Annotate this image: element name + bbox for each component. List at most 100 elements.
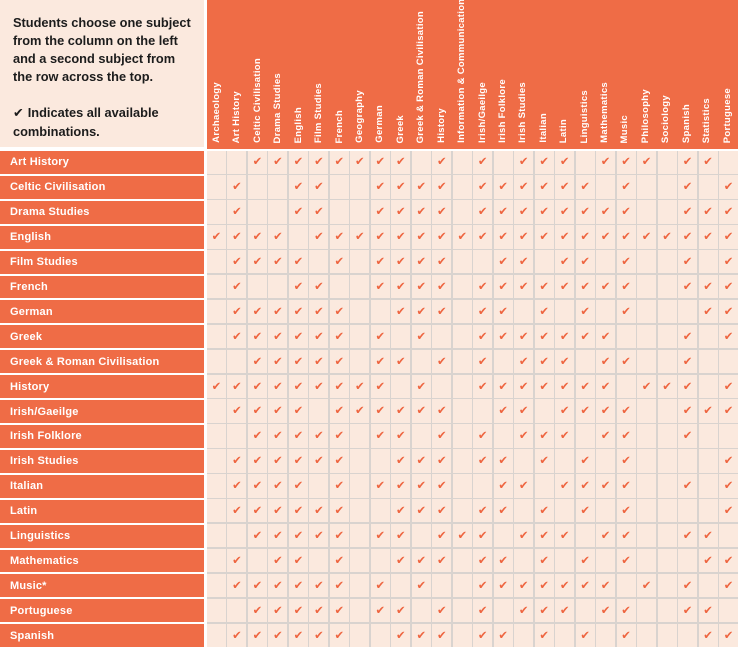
column-header: Latin xyxy=(558,118,570,143)
check-icon: ✔ xyxy=(498,179,509,194)
matrix-cell: ✔ xyxy=(493,175,513,199)
matrix-cell: ✔ xyxy=(432,349,452,374)
matrix-cell xyxy=(637,523,657,548)
matrix-cell: ✔ xyxy=(370,225,390,249)
matrix-cell: ✔ xyxy=(309,274,329,299)
matrix-cell: ✔ xyxy=(719,474,738,498)
check-icon: ✔ xyxy=(334,453,345,468)
check-icon: ✔ xyxy=(314,179,324,194)
matrix-cell xyxy=(207,274,226,299)
check-icon: ✔ xyxy=(334,229,345,244)
matrix-cell xyxy=(207,299,226,324)
check-icon: ✔ xyxy=(436,403,447,418)
row-label: Irish/Gaeilge xyxy=(0,400,204,423)
matrix-cell xyxy=(288,225,308,249)
matrix-cell xyxy=(350,623,370,647)
check-icon: ✔ xyxy=(416,229,427,244)
matrix-cell: ✔ xyxy=(350,374,370,398)
row-label-column: Art History Celtic Civilisation Drama Stud… xyxy=(0,151,204,647)
matrix-cell xyxy=(657,623,677,647)
row-label: Portuguese xyxy=(0,599,204,623)
matrix-cell xyxy=(637,200,657,224)
matrix-cell: ✔ xyxy=(555,598,575,623)
check-icon: ✔ xyxy=(375,154,386,169)
check-icon: ✔ xyxy=(539,204,549,219)
matrix-cell xyxy=(207,548,226,573)
check-icon: ✔ xyxy=(314,278,324,293)
check-icon: ✔ xyxy=(518,527,529,542)
check-icon: ✔ xyxy=(395,278,406,293)
matrix-cell: ✔ xyxy=(596,225,616,249)
matrix-cell: ✔ xyxy=(575,548,595,573)
matrix-cell xyxy=(309,474,329,498)
matrix-cell xyxy=(596,548,616,573)
check-icon: ✔ xyxy=(580,328,590,343)
matrix-cell: ✔ xyxy=(247,623,267,647)
matrix-cell: ✔ xyxy=(493,399,513,423)
matrix-cell: ✔ xyxy=(678,324,698,349)
check-icon: ✔ xyxy=(621,303,631,318)
check-icon: ✔ xyxy=(252,527,263,542)
matrix-cell: ✔ xyxy=(268,449,288,473)
matrix-cell: ✔ xyxy=(432,499,452,523)
check-icon: ✔ xyxy=(375,602,386,617)
matrix-cell xyxy=(616,374,636,398)
matrix-cell: ✔ xyxy=(370,474,390,498)
check-icon: ✔ xyxy=(641,154,652,169)
matrix-cell: ✔ xyxy=(575,449,595,473)
instructions-box: Students choose one subject from the col… xyxy=(0,0,204,147)
matrix-cell xyxy=(452,424,472,448)
check-icon: ✔ xyxy=(518,328,529,343)
matrix-cell: ✔ xyxy=(370,274,390,299)
matrix-cell: ✔ xyxy=(288,349,308,374)
matrix-cell: ✔ xyxy=(698,150,718,174)
instructions-text: Students choose one subject from the col… xyxy=(13,15,191,85)
matrix-cell xyxy=(575,349,595,374)
check-icon: ✔ xyxy=(621,478,631,493)
matrix-cell: ✔ xyxy=(493,548,513,573)
matrix-cell: ✔ xyxy=(596,474,616,498)
matrix-cell xyxy=(350,250,370,274)
matrix-cell: ✔ xyxy=(637,150,657,174)
check-icon: ✔ xyxy=(232,453,242,468)
check-icon: ✔ xyxy=(477,303,488,318)
check-icon: ✔ xyxy=(580,278,590,293)
row-label: Irish Studies xyxy=(0,449,204,473)
check-icon: ✔ xyxy=(334,428,345,443)
matrix-cell xyxy=(575,523,595,548)
check-icon: ✔ xyxy=(498,478,509,493)
matrix-cell: ✔ xyxy=(473,573,493,598)
matrix-cell: ✔ xyxy=(391,499,411,523)
matrix-cell xyxy=(329,200,349,224)
matrix-cell: ✔ xyxy=(411,548,431,573)
check-icon: ✔ xyxy=(436,229,447,244)
check-icon: ✔ xyxy=(252,229,263,244)
matrix-cell: ✔ xyxy=(391,474,411,498)
check-icon: ✔ xyxy=(477,577,488,592)
column-header: Celtic Civilisation xyxy=(251,58,263,143)
matrix-cell xyxy=(391,374,411,398)
check-icon: ✔ xyxy=(477,179,488,194)
check-icon: ✔ xyxy=(252,503,263,518)
check-icon: ✔ xyxy=(416,179,427,194)
matrix-cell: ✔ xyxy=(411,399,431,423)
matrix-cell: ✔ xyxy=(616,250,636,274)
check-icon: ✔ xyxy=(416,453,427,468)
matrix-cell xyxy=(678,499,698,523)
check-icon: ✔ xyxy=(436,453,447,468)
row-label: Linguistics xyxy=(0,524,204,548)
check-icon: ✔ xyxy=(682,428,693,443)
matrix-cell: ✔ xyxy=(555,374,575,398)
check-icon: ✔ xyxy=(252,353,263,368)
check-icon: ✔ xyxy=(723,478,734,493)
matrix-cell xyxy=(493,424,513,448)
matrix-cell: ✔ xyxy=(370,349,390,374)
check-icon: ✔ xyxy=(436,602,447,617)
column-header: Portuguese xyxy=(721,87,733,143)
check-icon: ✔ xyxy=(273,602,283,617)
matrix-cell: ✔ xyxy=(596,324,616,349)
matrix-cell: ✔ xyxy=(391,399,411,423)
check-icon: ✔ xyxy=(559,353,570,368)
check-icon: ✔ xyxy=(232,179,242,194)
matrix-cell xyxy=(637,299,657,324)
